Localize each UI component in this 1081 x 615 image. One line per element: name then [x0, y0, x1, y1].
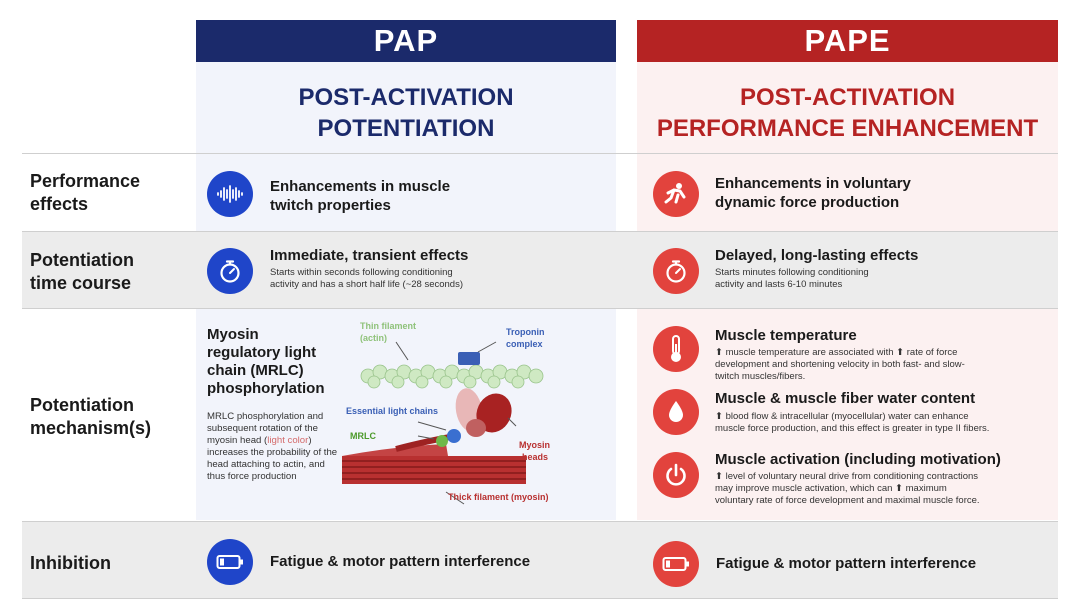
title-line: Enhancements in muscle	[270, 178, 451, 195]
essential-light-chains-label: Essential light chains	[346, 406, 438, 416]
pape-title-line: POST-ACTIVATION	[739, 84, 956, 111]
row-divider	[22, 308, 1058, 309]
sprinter-icon	[653, 171, 699, 217]
pape-mech-activation-desc: ⬆ level of voluntary neural drive from c…	[715, 471, 980, 507]
desc-text: MRLC phosphorylation and subsequent rota…	[207, 411, 324, 446]
inhibition-row-band	[22, 521, 1058, 598]
row-divider	[22, 598, 1058, 599]
thermometer-icon	[653, 326, 699, 372]
troponin-illustration	[458, 352, 480, 365]
light-color-highlight: light color	[267, 435, 309, 446]
pap-time-course-desc: Starts within seconds following conditio…	[270, 267, 463, 291]
pape-mech-temp-desc: ⬆ muscle temperature are associated with…	[715, 347, 965, 383]
pape-mech-water-title: Muscle & muscle fiber water content	[715, 390, 976, 407]
title-line: Myosin	[207, 326, 259, 343]
row-divider	[22, 231, 1058, 232]
thick-filament-illustration	[342, 433, 526, 484]
troponin-label: Troponin	[506, 327, 545, 337]
pape-title-line: PERFORMANCE ENHANCEMENT	[656, 115, 1039, 142]
mrlc-label: MRLC	[350, 431, 376, 441]
desc-line: ⬆ muscle temperature are associated with…	[715, 347, 958, 358]
pape-mech-water-desc: ⬆ blood flow & intracellular (myocellula…	[715, 411, 989, 435]
water-drop-icon	[653, 389, 699, 435]
title-line: dynamic force production	[715, 194, 900, 211]
pap-title-line: POST-ACTIVATION	[298, 84, 514, 111]
pape-header: PAPE	[637, 20, 1058, 62]
desc-text: ) increases the probability of the head …	[207, 435, 338, 482]
thin-filament-label: Thin filament	[360, 321, 416, 331]
desc-line: voluntary rate of force development and …	[715, 495, 980, 506]
stopwatch-icon	[653, 248, 699, 294]
pap-mechanism-title: Myosin regulatory light chain (MRLC) pho…	[207, 326, 332, 398]
pape-full-title: POST-ACTIVATION PERFORMANCE ENHANCEMENT	[637, 82, 1058, 144]
row-label-line: Inhibition	[30, 553, 111, 573]
desc-line: muscle force production, and this effect…	[715, 423, 990, 434]
desc-line: may improve muscle activation, which can…	[715, 483, 947, 494]
pap-title-line: POTENTIATION	[317, 115, 495, 142]
pap-inhibition-title: Fatigue & motor pattern interference	[270, 553, 531, 570]
actin-filament-illustration	[360, 364, 544, 389]
row-label-line: effects	[30, 194, 89, 214]
myosin-heads-illustration	[436, 388, 512, 447]
pape-performance-title: Enhancements in voluntary dynamic force …	[715, 174, 911, 212]
desc-line: ⬆ blood flow & intracellular (myocellula…	[715, 411, 969, 422]
row-label-line: Potentiation	[30, 250, 134, 270]
low-battery-icon	[207, 539, 253, 585]
row-label-performance: Performance effects	[30, 170, 140, 216]
stopwatch-icon	[207, 248, 253, 294]
desc-line: ⬆ level of voluntary neural drive from c…	[715, 471, 979, 482]
pap-full-title: POST-ACTIVATION POTENTIATION	[196, 82, 616, 144]
title-line: regulatory light	[207, 344, 317, 361]
desc-line: Starts within seconds following conditio…	[270, 267, 453, 278]
desc-line: activity and lasts 6-10 minutes	[715, 279, 843, 290]
myosin-diagram: Thin filament (actin) Troponin complex E…	[342, 321, 550, 505]
row-divider	[22, 153, 1058, 154]
sound-wave-icon	[207, 171, 253, 217]
desc-line: twitch muscles/fibers.	[715, 371, 806, 382]
title-line: phosphorylation	[207, 380, 325, 397]
pap-time-course-title: Immediate, transient effects	[270, 247, 469, 264]
power-icon	[653, 452, 699, 498]
pape-mech-temp-title: Muscle temperature	[715, 327, 857, 344]
desc-line: Starts minutes following conditioning	[715, 267, 869, 278]
time-course-row-band	[22, 231, 1058, 308]
thin-filament-label: (actin)	[360, 333, 387, 343]
pap-header: PAP	[196, 20, 616, 62]
pap-performance-title: Enhancements in muscle twitch properties	[270, 177, 450, 215]
row-label-time-course: Potentiation time course	[30, 249, 134, 295]
desc-line: development and shortening velocity in b…	[715, 359, 965, 370]
myosin-heads-label: heads	[522, 452, 548, 462]
row-label-line: Potentiation	[30, 395, 134, 415]
pape-time-course-title: Delayed, long-lasting effects	[715, 247, 919, 264]
thick-filament-label: Thick filament (myosin)	[448, 492, 549, 502]
desc-line: activity and has a short half life (~28 …	[270, 279, 464, 290]
title-line: chain (MRLC)	[207, 362, 304, 379]
pape-time-course-desc: Starts minutes following conditioning ac…	[715, 267, 869, 291]
row-label-line: Performance	[30, 171, 141, 191]
row-divider	[22, 521, 1058, 522]
row-label-line: time course	[30, 273, 132, 293]
title-line: Enhancements in voluntary	[715, 175, 911, 192]
pape-mech-activation-title: Muscle activation (including motivation)	[715, 451, 1001, 468]
row-label-inhibition: Inhibition	[30, 552, 111, 575]
pape-inhibition-title: Fatigue & motor pattern interference	[716, 555, 977, 572]
myosin-heads-label: Myosin	[519, 440, 550, 450]
pap-mechanism-desc: MRLC phosphorylation and subsequent rota…	[207, 411, 340, 483]
troponin-label: complex	[506, 339, 543, 349]
title-line: twitch properties	[270, 197, 391, 214]
row-label-line: mechanism(s)	[30, 418, 152, 438]
row-label-mechanism: Potentiation mechanism(s)	[30, 394, 151, 440]
low-battery-icon	[653, 541, 699, 587]
